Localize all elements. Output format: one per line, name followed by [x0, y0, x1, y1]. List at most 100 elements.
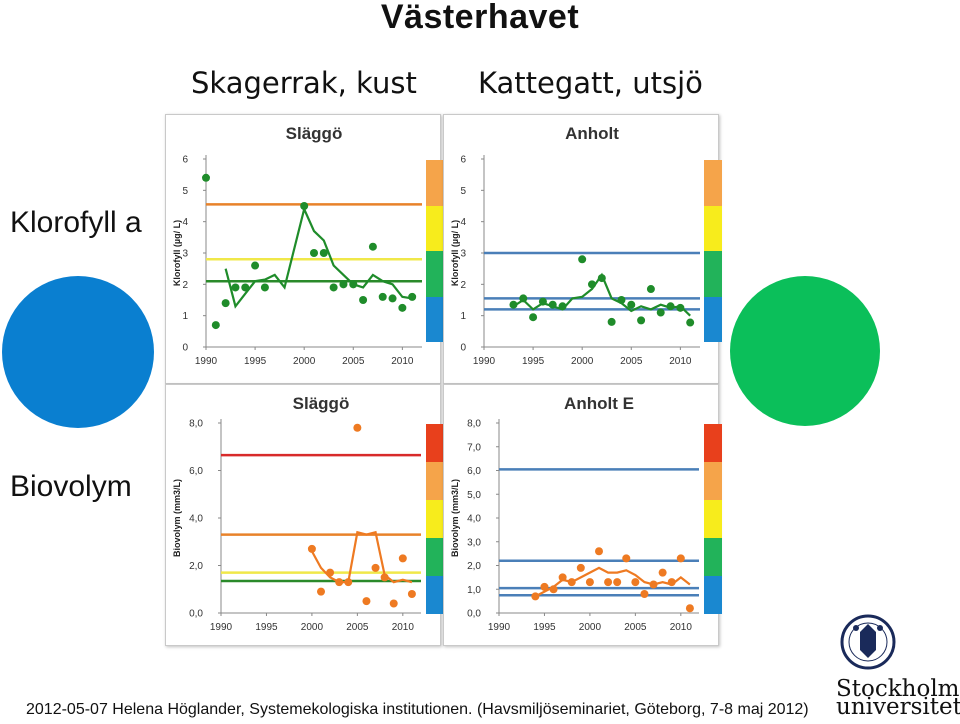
- y-tick-label: 5: [460, 186, 466, 197]
- status-scale-segment: [426, 205, 444, 251]
- x-tick-label: 2005: [620, 356, 643, 367]
- x-tick-label: 2000: [579, 622, 602, 633]
- status-scale-slaggo-biovolym: [426, 424, 444, 614]
- status-scale-segment: [704, 160, 722, 206]
- data-point: [538, 297, 547, 306]
- y-tick-label: 4,0: [467, 514, 481, 525]
- data-point: [339, 280, 348, 289]
- data-point: [407, 590, 416, 598]
- data-point: [349, 280, 358, 289]
- data-point: [617, 296, 626, 304]
- logo-wordmark-line1: Stockholms: [836, 676, 960, 702]
- chart-title: Släggö: [286, 124, 343, 143]
- y-tick-label: 2,0: [467, 561, 481, 572]
- status-scale-segment: [426, 296, 444, 342]
- data-point: [389, 599, 398, 608]
- data-point: [241, 283, 250, 292]
- status-scale-slaggo-klorofyll: [426, 160, 444, 342]
- data-point: [576, 563, 585, 572]
- y-tick-label: 3: [460, 249, 466, 260]
- data-point: [231, 283, 240, 292]
- status-circle-skagerrak: [2, 276, 154, 428]
- x-tick-label: 2005: [624, 622, 647, 633]
- row-label-klorofyll: Klorofyll a: [10, 206, 142, 239]
- data-point: [260, 283, 269, 292]
- data-point: [211, 321, 220, 330]
- y-tick-label: 4,0: [189, 514, 203, 525]
- y-axis-label: Biovolym (mm3/L): [450, 479, 460, 557]
- y-tick-label: 4: [460, 217, 466, 228]
- y-axis-label: Klorofyll (µg/ L): [172, 220, 182, 286]
- status-scale-anholt-klorofyll: [704, 160, 722, 342]
- data-point: [251, 261, 260, 270]
- data-point: [613, 578, 622, 587]
- status-scale-segment: [704, 538, 722, 576]
- data-point: [326, 568, 335, 577]
- status-scale-segment: [426, 160, 444, 206]
- chart-anholt-klorofyll: Anholt 0 1 2 3 4 5 6 1990 1995 2000 2005 2010 Klorofy…: [450, 124, 700, 367]
- data-point: [319, 249, 328, 257]
- data-point: [567, 578, 576, 587]
- slide-title: Västerhavet: [380, 0, 580, 36]
- x-tick-label: 2010: [391, 356, 414, 367]
- status-scale-segment: [704, 500, 722, 538]
- x-tick-label: 1995: [522, 356, 545, 367]
- data-point: [640, 590, 649, 598]
- x-tick-label: 1995: [244, 356, 267, 367]
- trend-line: [224, 205, 413, 309]
- data-point: [398, 303, 407, 312]
- chart-slaggo-klorofyll: Släggö 0 1 2 3 4 5 6 1990 1995 2000 2005 2010 Klorofy…: [172, 124, 422, 367]
- y-tick-label: 8,0: [189, 419, 203, 430]
- y-tick-label: 5,0: [467, 490, 481, 501]
- status-scale-segment: [426, 251, 444, 297]
- chart-panel-anholt-klorofyll: Anholt 0 1 2 3 4 5 6 1990 1995 2000 2005 2010 Klorofy…: [443, 114, 719, 384]
- data-point: [649, 580, 658, 589]
- data-point: [300, 202, 309, 210]
- data-point: [676, 554, 685, 563]
- chart-title: Anholt: [565, 124, 619, 143]
- trend-line: [534, 566, 691, 598]
- status-scale-segment: [704, 462, 722, 500]
- row-label-biovolym: Biovolym: [10, 470, 132, 503]
- y-tick-label: 0: [182, 343, 188, 354]
- y-tick-label: 0: [460, 343, 466, 354]
- data-point: [529, 313, 538, 322]
- status-scale-segment: [704, 576, 722, 614]
- data-point: [531, 592, 540, 601]
- data-point: [595, 547, 603, 556]
- y-tick-label: 1,0: [467, 585, 481, 596]
- y-tick-label: 5: [182, 186, 188, 197]
- y-tick-label: 2,0: [189, 561, 203, 572]
- footer-citation: 2012-05-07 Helena Höglander, Systemekolo…: [26, 701, 809, 718]
- data-point: [307, 544, 316, 553]
- data-point: [221, 299, 230, 308]
- data-point: [685, 604, 694, 613]
- status-scale-segment: [426, 462, 444, 500]
- data-point: [588, 280, 596, 289]
- status-circle-kattegatt: [730, 276, 880, 426]
- column-heading-skagerrak: Skagerrak, kust: [191, 66, 417, 100]
- data-point: [380, 573, 389, 582]
- y-axis-label: Biovolym (mm3/L): [172, 479, 182, 557]
- status-scale-segment: [704, 296, 722, 342]
- data-point: [519, 294, 528, 303]
- chart-title: Släggö: [293, 394, 350, 413]
- data-point: [667, 578, 676, 587]
- y-tick-label: 2: [460, 280, 466, 291]
- x-tick-label: 1995: [533, 622, 556, 633]
- data-point: [622, 554, 631, 563]
- data-point: [585, 578, 594, 587]
- x-tick-label: 1995: [255, 622, 278, 633]
- data-point: [540, 582, 549, 591]
- data-point: [329, 283, 338, 292]
- data-point: [317, 587, 325, 596]
- data-point: [388, 294, 397, 303]
- data-point: [627, 300, 636, 309]
- data-point: [359, 296, 368, 304]
- data-point: [578, 255, 587, 264]
- data-point: [666, 302, 675, 311]
- chart-panel-slaggo-biovolym: Släggö 0,0 2,0 4,0 6,0 8,0 1990 1995 2000 2005 201…: [165, 384, 441, 646]
- y-tick-label: 6,0: [467, 466, 481, 477]
- data-point: [362, 597, 371, 606]
- chart-title: Anholt E: [564, 394, 634, 413]
